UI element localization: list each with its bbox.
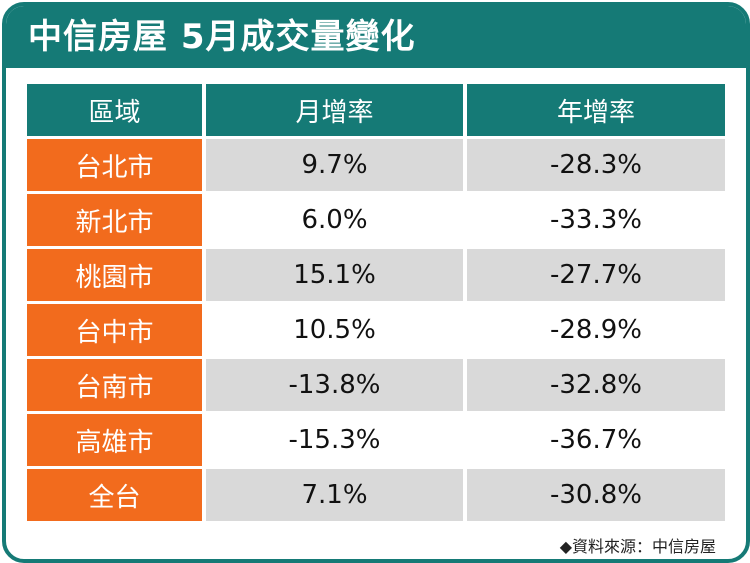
source-note: ◆資料來源：中信房屋: [559, 537, 716, 556]
region-cell: 台南市: [27, 359, 202, 411]
title-bar: 中信房屋 5月成交量變化: [6, 6, 746, 68]
value-cell: -28.9%: [467, 304, 725, 356]
value-cell: -30.8%: [467, 469, 725, 521]
value-cell: -13.8%: [206, 359, 463, 411]
value-cell: -27.7%: [467, 249, 725, 301]
region-cell: 高雄市: [27, 414, 202, 466]
column-header: 區域: [27, 84, 202, 136]
value-cell: -36.7%: [467, 414, 725, 466]
value-cell: -33.3%: [467, 194, 725, 246]
value-cell: 6.0%: [206, 194, 463, 246]
title: 中信房屋 5月成交量變化: [28, 17, 416, 57]
region-cell: 全台: [27, 469, 202, 521]
region-cell: 台北市: [27, 139, 202, 191]
value-cell: 15.1%: [206, 249, 463, 301]
value-cell: -28.3%: [467, 139, 725, 191]
value-cell: -32.8%: [467, 359, 725, 411]
region-cell: 桃園市: [27, 249, 202, 301]
value-cell: 7.1%: [206, 469, 463, 521]
value-cell: 10.5%: [206, 304, 463, 356]
column-header: 月增率: [206, 84, 463, 136]
region-cell: 台中市: [27, 304, 202, 356]
value-cell: 9.7%: [206, 139, 463, 191]
column-header: 年增率: [467, 84, 725, 136]
region-cell: 新北市: [27, 194, 202, 246]
value-cell: -15.3%: [206, 414, 463, 466]
